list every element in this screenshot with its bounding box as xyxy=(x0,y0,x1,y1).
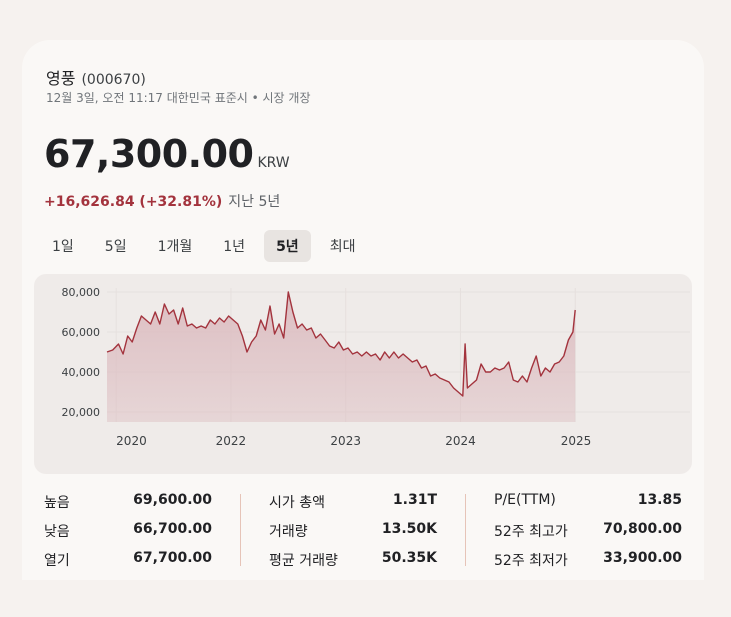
tab-5d[interactable]: 5일 xyxy=(104,239,127,255)
x-tick-label: 2023 xyxy=(330,434,361,448)
price-change: +16,626.84 (+32.81%) xyxy=(44,194,223,210)
stat-label: 열기 xyxy=(44,553,70,569)
stat-label: 52주 최저가 xyxy=(494,553,568,569)
tab-1y[interactable]: 1년 xyxy=(223,239,246,255)
x-tick-label: 2022 xyxy=(216,434,247,448)
price-row: 67,300.00 KRW xyxy=(44,132,290,176)
y-tick-label: 40,000 xyxy=(62,366,101,379)
stats-col-3: P/E(TTM) 13.85 52주 최고가 70,800.00 52주 최저가… xyxy=(494,488,682,578)
stat-label: P/E(TTM) xyxy=(494,492,556,508)
stat-label: 52주 최고가 xyxy=(494,524,568,540)
y-tick-label: 60,000 xyxy=(62,326,101,339)
change-row: +16,626.84 (+32.81%) 지난 5년 xyxy=(44,191,280,211)
x-tick-label: 2024 xyxy=(445,434,476,448)
x-tick-label: 2020 xyxy=(116,434,147,448)
stat-value: 13.50K xyxy=(381,521,437,537)
period-label: 지난 5년 xyxy=(228,194,281,210)
stock-ticker: (000670) xyxy=(81,72,146,88)
stats-divider xyxy=(240,494,241,566)
x-tick-label: 2025 xyxy=(561,434,592,448)
stat-value: 66,700.00 xyxy=(133,521,212,537)
price-line xyxy=(106,291,576,397)
stats-col-1: 높음 69,600.00 낮음 66,700.00 열기 67,700.00 xyxy=(44,488,212,578)
stat-label: 높음 xyxy=(44,495,70,511)
price-chart-svg: 80,000 60,000 40,000 20,000 2020 2022 2023 2024… xyxy=(62,286,690,448)
currency-label: KRW xyxy=(257,155,290,171)
stock-name: 영풍 xyxy=(46,69,76,88)
stat-label: 거래량 xyxy=(269,524,308,540)
current-price: 67,300.00 xyxy=(44,132,254,176)
stat-value: 1.31T xyxy=(392,492,437,508)
tab-1d[interactable]: 1일 xyxy=(52,239,74,255)
stats-divider xyxy=(465,494,466,566)
stat-value: 33,900.00 xyxy=(603,550,682,566)
stat-value: 70,800.00 xyxy=(603,521,682,537)
stat-value: 13.85 xyxy=(637,492,682,508)
price-area xyxy=(107,292,576,422)
stat-label: 시가 총액 xyxy=(269,495,325,511)
market-status-line: 12월 3일, 오전 11:17 대한민국 표준시 • 시장 개장 xyxy=(46,91,311,105)
price-chart[interactable]: 80,000 60,000 40,000 20,000 2020 2022 2023 2024… xyxy=(34,274,692,474)
y-tick-label: 80,000 xyxy=(62,286,101,299)
stock-title: 영풍 (000670) xyxy=(46,65,146,89)
stat-value: 50.35K xyxy=(381,550,437,566)
tab-max[interactable]: 최대 xyxy=(329,239,356,255)
stats-panel: 높음 69,600.00 낮음 66,700.00 열기 67,700.00 시… xyxy=(22,488,704,578)
stat-value: 69,600.00 xyxy=(133,492,212,508)
range-tabs: 1일 5일 1개월 1년 5년 최대 xyxy=(40,230,374,262)
stock-quote-card: 영풍 (000670) 12월 3일, 오전 11:17 대한민국 표준시 • 시… xyxy=(22,40,704,580)
stat-value: 67,700.00 xyxy=(133,550,212,566)
tab-5y[interactable]: 5년 xyxy=(264,230,311,262)
tab-1m[interactable]: 1개월 xyxy=(157,239,193,255)
stat-label: 평균 거래량 xyxy=(269,553,338,569)
stats-col-2: 시가 총액 1.31T 거래량 13.50K 평균 거래량 50.35K xyxy=(269,488,437,578)
y-tick-label: 20,000 xyxy=(62,406,101,419)
stat-label: 낮음 xyxy=(44,524,70,540)
